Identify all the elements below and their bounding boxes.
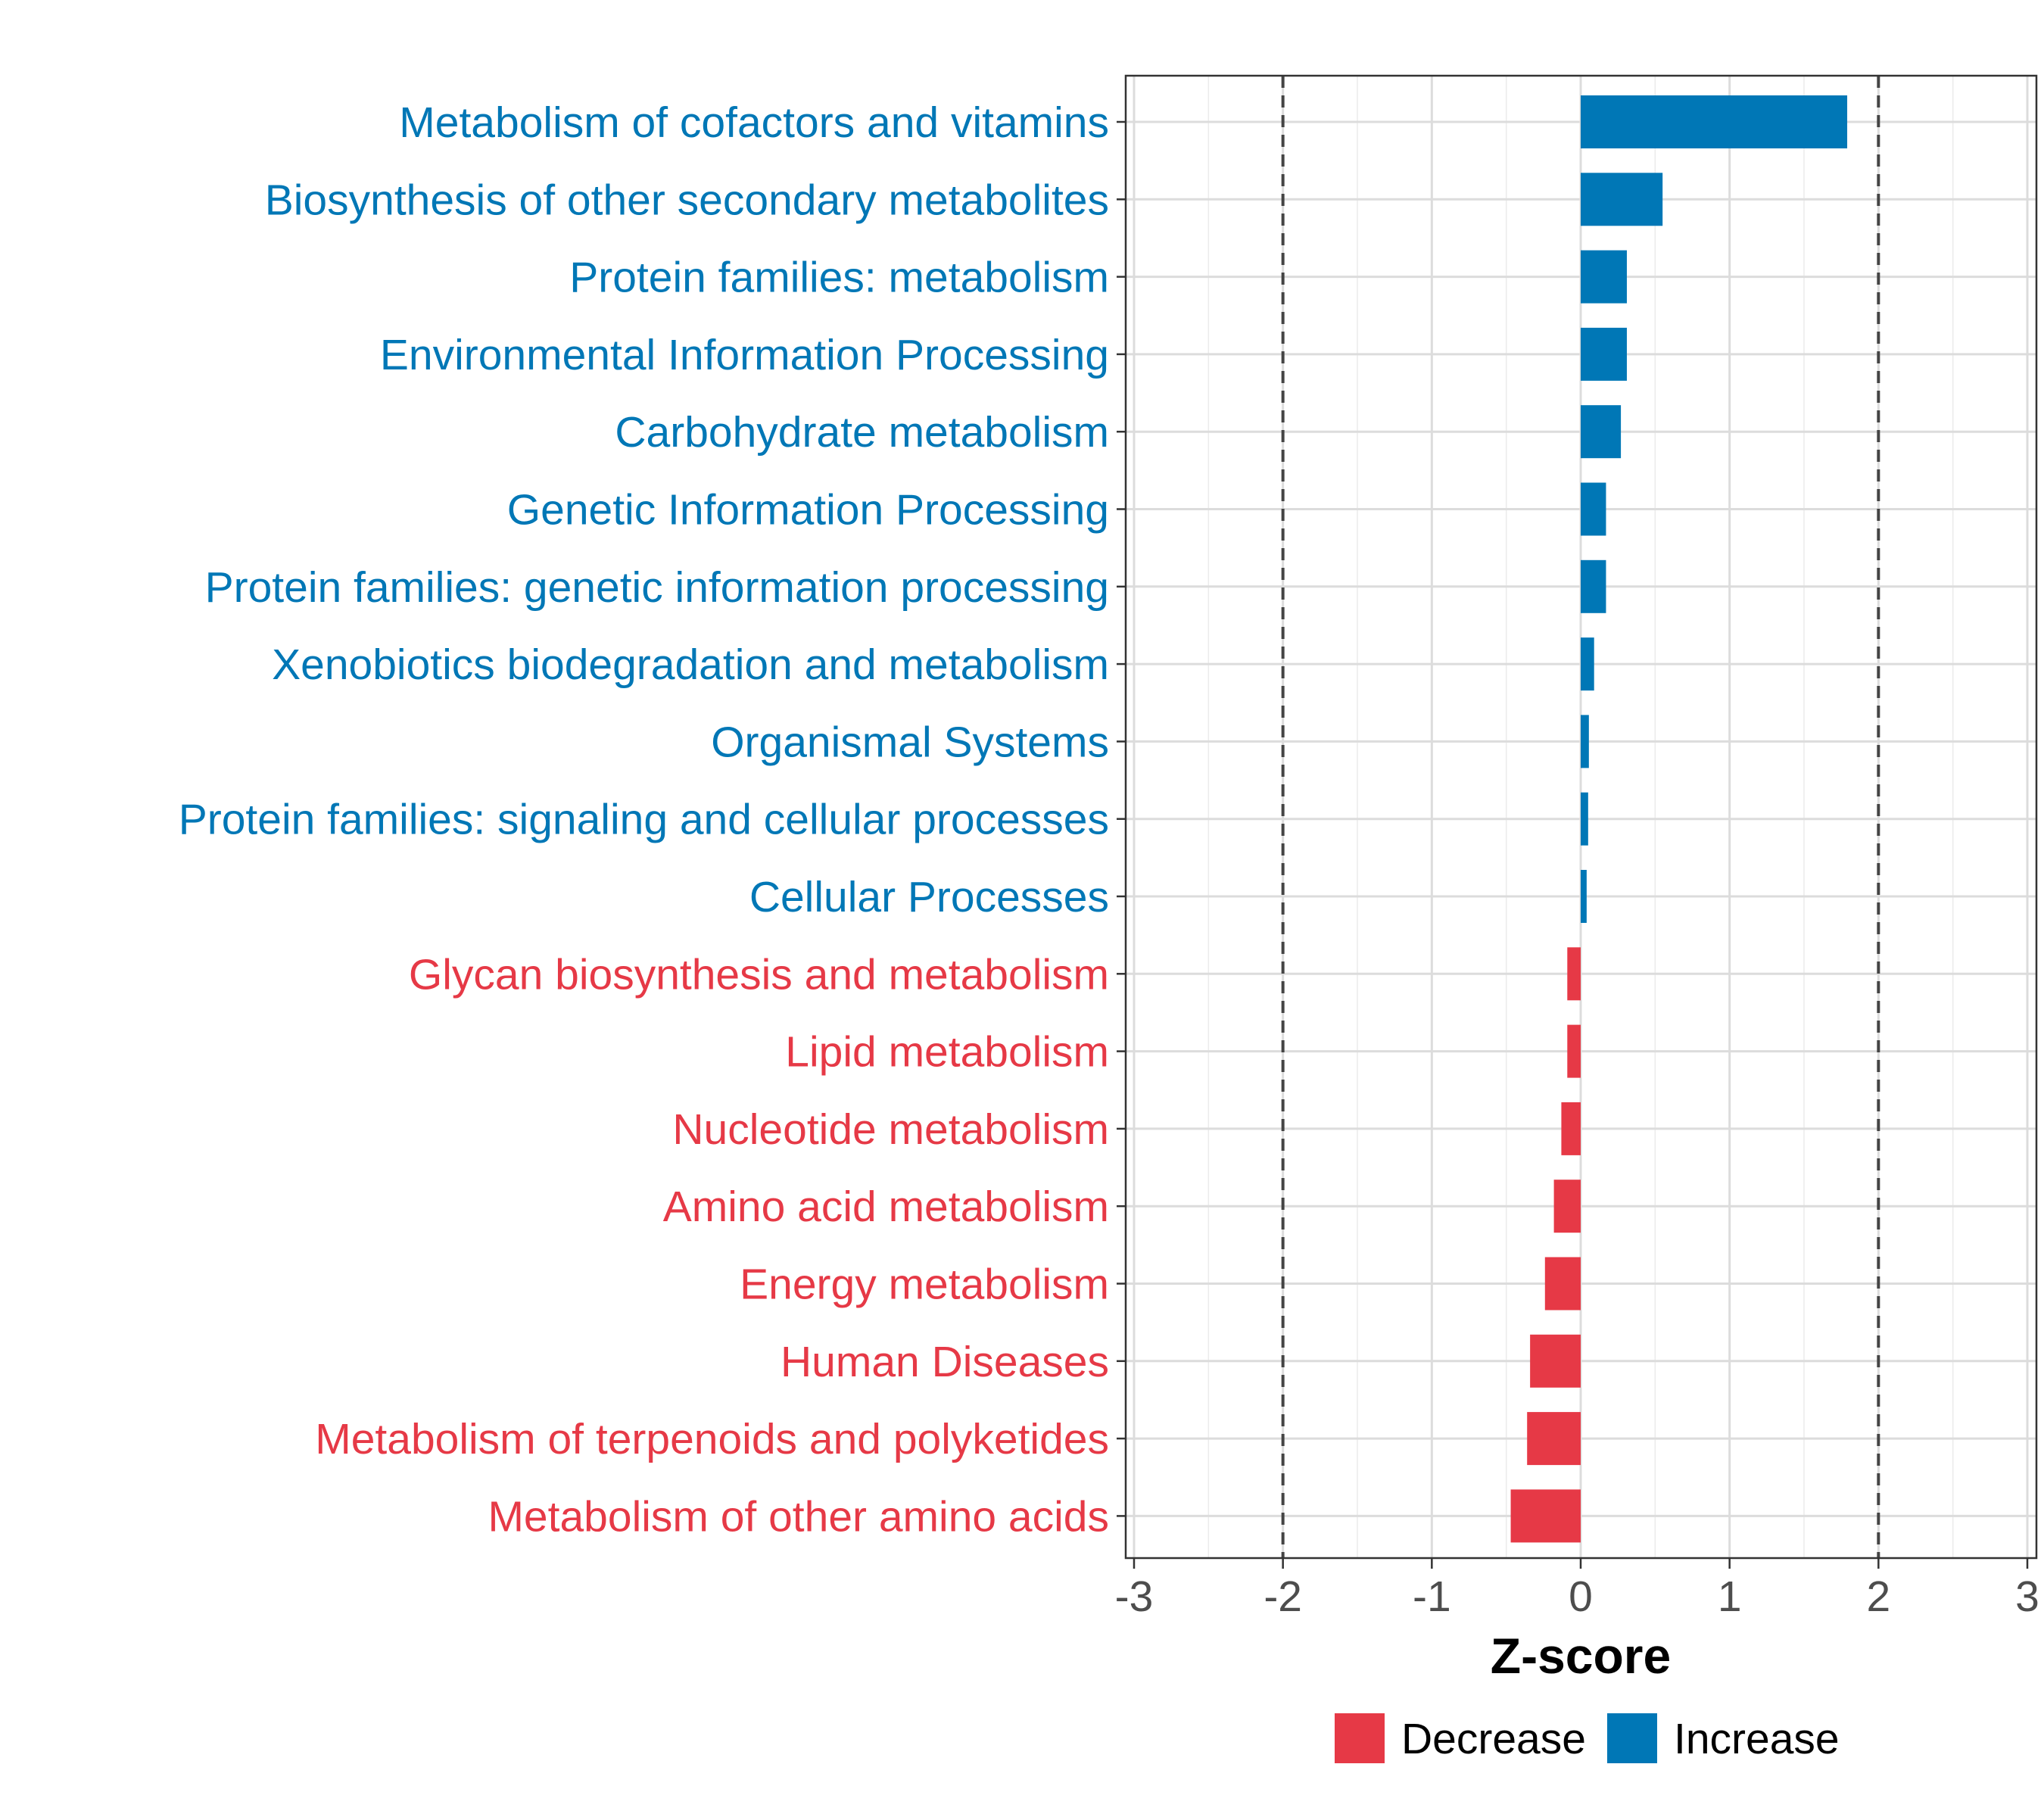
category-label: Human Diseases [781, 1338, 1109, 1386]
bar [1581, 327, 1627, 381]
category-label: Biosynthesis of other secondary metaboli… [265, 176, 1109, 224]
category-label: Environmental Information Processing [380, 331, 1109, 379]
x-tick-label: 2 [1866, 1572, 1890, 1621]
bar [1567, 947, 1581, 1001]
legend-label-increase: Increase [1674, 1715, 1840, 1763]
category-label: Amino acid metabolism [663, 1183, 1109, 1231]
category-label: Nucleotide metabolism [672, 1105, 1109, 1154]
category-label: Energy metabolism [740, 1261, 1109, 1309]
bar [1581, 870, 1587, 923]
bar [1581, 95, 1848, 148]
x-tick-label: 0 [1569, 1572, 1593, 1621]
bar [1581, 559, 1606, 613]
x-axis-labels: -3 -2 -1 0 1 2 3 [1115, 1572, 2039, 1621]
category-label: Metabolism of cofactors and vitamins [399, 98, 1109, 147]
category-label: Protein families: metabolism [569, 254, 1109, 302]
bar [1581, 173, 1663, 226]
bar [1561, 1102, 1581, 1155]
category-label: Carbohydrate metabolism [615, 408, 1109, 457]
y-axis-labels: Metabolism of cofactors and vitamins Bios… [179, 98, 1109, 1541]
bar [1544, 1257, 1581, 1311]
bar [1581, 250, 1627, 304]
bar [1581, 637, 1594, 691]
category-label: Cellular Processes [749, 873, 1109, 921]
category-label: Protein families: genetic information pr… [205, 563, 1109, 612]
bar [1553, 1180, 1581, 1233]
x-tick-label: -2 [1263, 1572, 1302, 1621]
legend-label-decrease: Decrease [1401, 1715, 1586, 1763]
legend-key-increase [1607, 1713, 1657, 1763]
bar [1527, 1412, 1581, 1466]
x-axis-title: Z-score [1491, 1628, 1671, 1684]
bar [1530, 1334, 1581, 1388]
x-tick-label: 3 [2015, 1572, 2039, 1621]
category-label: Lipid metabolism [785, 1028, 1109, 1077]
category-label: Xenobiotics biodegradation and metabolis… [272, 640, 1109, 689]
category-label: Glycan biosynthesis and metabolism [409, 950, 1109, 999]
x-tick-label: -3 [1115, 1572, 1154, 1621]
bar [1510, 1489, 1581, 1543]
category-label: Protein families: signaling and cellular… [179, 796, 1109, 844]
category-label: Organismal Systems [711, 718, 1109, 766]
bar [1581, 405, 1622, 459]
x-tick-label: -1 [1413, 1572, 1451, 1621]
bar [1581, 482, 1606, 536]
bar [1581, 715, 1589, 768]
bar [1567, 1024, 1581, 1078]
category-label: Genetic Information Processing [507, 486, 1109, 535]
bar [1581, 792, 1588, 846]
x-axis-ticks [1133, 1558, 2029, 1569]
x-tick-label: 1 [1718, 1572, 1742, 1621]
bars [1510, 95, 1848, 1543]
legend-key-decrease [1335, 1713, 1385, 1763]
category-label: Metabolism of other amino acids [488, 1492, 1109, 1541]
y-axis-ticks [1117, 120, 1126, 1517]
category-label: Metabolism of terpenoids and polyketides [315, 1415, 1109, 1463]
legend: Decrease Increase [1335, 1713, 1840, 1763]
reference-lines [1281, 76, 1880, 1558]
